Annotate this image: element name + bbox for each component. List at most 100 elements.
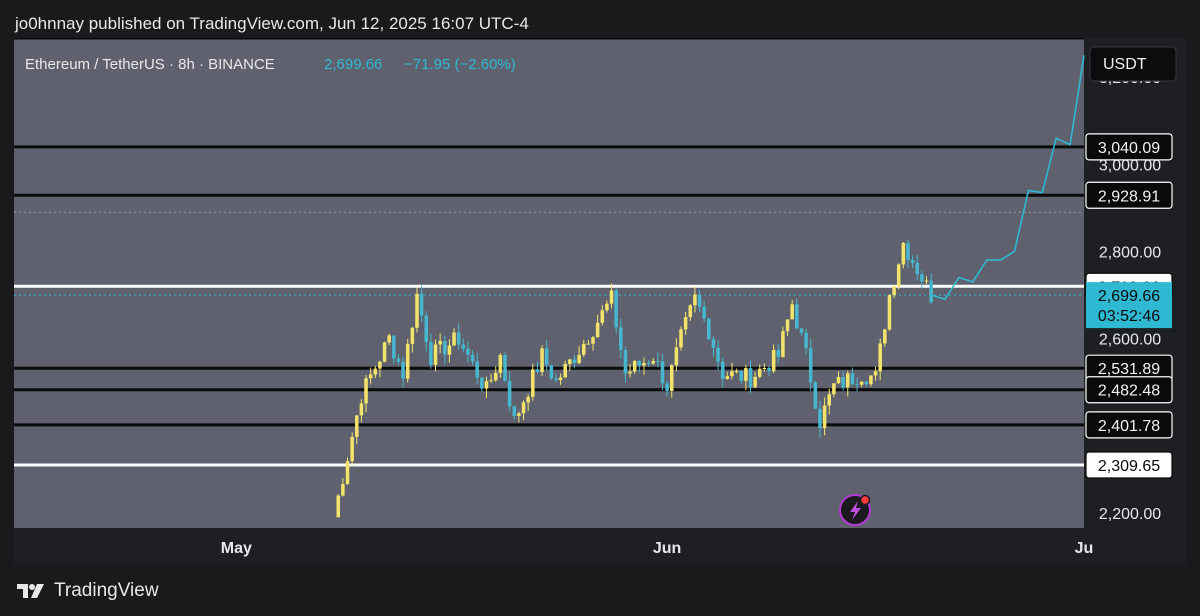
time-axis: May Jun Ju	[221, 540, 1094, 557]
candle-body	[827, 394, 831, 406]
level-price-label: 2,401.78	[1098, 418, 1160, 435]
candle-body	[683, 317, 688, 330]
candle-body	[725, 376, 730, 379]
candle-body	[581, 343, 586, 355]
footer-brand[interactable]: TradingView	[16, 578, 159, 604]
candle-body	[619, 327, 623, 350]
candle-body	[466, 348, 470, 355]
candle-body	[531, 369, 535, 397]
candle-body	[544, 348, 549, 366]
candle-body	[707, 318, 711, 340]
current-price-label: 2,699.66	[1098, 288, 1160, 305]
candle-body	[637, 360, 642, 366]
candle-body	[841, 377, 845, 388]
level-price-box	[1085, 133, 1173, 161]
candle-body	[614, 290, 618, 328]
candle-body	[336, 495, 341, 518]
candle-body	[443, 340, 447, 355]
candle-body	[341, 483, 345, 496]
candle-body	[832, 383, 836, 395]
candle-body	[456, 332, 461, 345]
candle-body	[378, 361, 382, 369]
candle-body	[401, 361, 405, 379]
candle-body	[591, 337, 595, 344]
currency-label: USDT	[1103, 56, 1147, 73]
candle-body	[392, 335, 396, 359]
candle-body	[609, 290, 614, 304]
candles	[336, 239, 933, 518]
candle-body	[586, 343, 591, 345]
legend-change: −71.95 (−2.60%)	[404, 56, 516, 73]
legend-price: 2,699.66	[324, 56, 382, 73]
candle-body	[405, 343, 410, 379]
candle-body	[507, 381, 512, 407]
candle-body	[568, 359, 572, 364]
lightning-alert-button[interactable]	[839, 494, 871, 526]
candle-body	[410, 327, 415, 344]
candle-body	[781, 331, 785, 357]
countdown-label: 03:52:46	[1098, 308, 1160, 325]
candle-body	[526, 396, 530, 403]
candle-body	[558, 377, 563, 381]
candle-body	[744, 368, 748, 381]
candle-body	[702, 306, 706, 319]
currency-button[interactable]: USDT	[1089, 46, 1177, 82]
candle-body	[656, 361, 660, 363]
candle-body	[804, 332, 808, 349]
candle-body	[906, 242, 910, 260]
candle-body	[757, 368, 762, 377]
candle-body	[503, 355, 507, 382]
candle-body	[415, 293, 419, 328]
high-marker-line	[14, 38, 1084, 296]
candle-body	[651, 361, 655, 364]
candle-body	[600, 310, 605, 323]
candle-body	[892, 286, 896, 296]
candle-body	[748, 368, 753, 388]
candle-body	[498, 355, 503, 373]
candle-body	[429, 341, 433, 365]
candle-body	[720, 361, 725, 379]
candle-body	[883, 329, 887, 344]
candle-body	[646, 362, 651, 364]
chart-panel[interactable]: 2,200.002,600.002,800.003,000.003,200.00…	[14, 38, 1186, 564]
candle-body	[461, 344, 466, 349]
candle-body	[605, 303, 609, 311]
candle-body	[364, 378, 368, 404]
price-chart[interactable]: 2,200.002,600.002,800.003,000.003,200.00…	[14, 38, 1186, 564]
candle-body	[776, 349, 781, 357]
candle-body	[869, 375, 873, 385]
candle-body	[790, 304, 794, 320]
candle-body	[859, 381, 864, 385]
projection-path	[930, 55, 1085, 301]
candle-body	[896, 264, 901, 287]
plot-area[interactable]	[14, 38, 1084, 528]
candle-body	[438, 340, 442, 345]
candle-body	[693, 294, 697, 306]
candle-body	[554, 378, 558, 381]
candle-body	[771, 349, 776, 372]
candle-body	[350, 436, 354, 462]
level-price-box	[1085, 181, 1173, 209]
legend-symbol: Ethereum / TetherUS · 8h · BINANCE	[25, 56, 275, 73]
candle-body	[521, 402, 526, 414]
candle-body	[628, 371, 632, 374]
notification-dot-icon	[859, 494, 871, 506]
y-tick-label: 2,800.00	[1099, 244, 1161, 261]
candle-body	[762, 367, 767, 369]
candle-body	[665, 383, 669, 391]
candle-body	[929, 280, 933, 303]
candle-body	[901, 242, 906, 265]
candle-body	[419, 293, 424, 316]
candle-body	[887, 295, 892, 330]
candle-body	[836, 377, 841, 384]
candle-body	[382, 342, 387, 362]
level-price-label: 2,531.89	[1098, 361, 1160, 378]
candle-body	[734, 370, 739, 372]
candle-body	[679, 329, 683, 348]
candle-body	[674, 347, 679, 366]
candle-body	[785, 319, 790, 332]
candle-body	[433, 344, 438, 365]
candle-body	[688, 305, 693, 318]
candle-body	[355, 415, 359, 437]
candle-body	[822, 405, 827, 429]
